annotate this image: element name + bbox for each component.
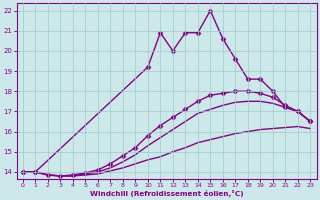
X-axis label: Windchill (Refroidissement éolien,°C): Windchill (Refroidissement éolien,°C) [90, 190, 244, 197]
